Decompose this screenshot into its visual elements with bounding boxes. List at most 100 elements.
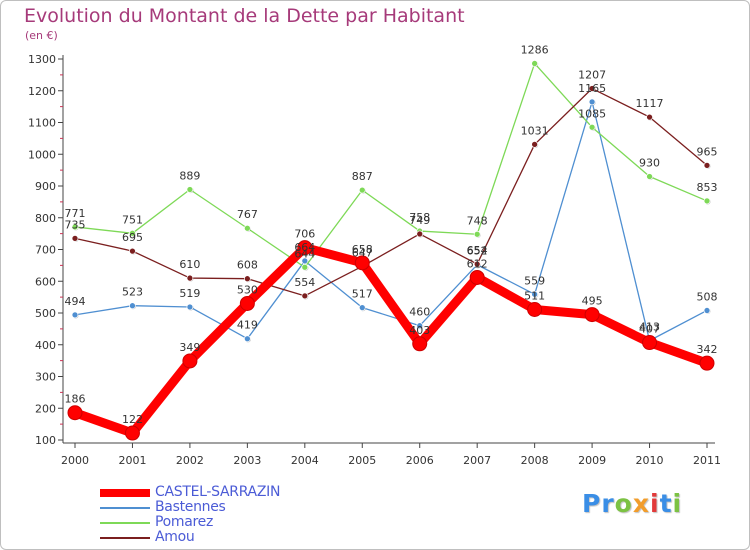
- data-label-bastennes: 419: [237, 319, 258, 332]
- data-point-bastennes: [186, 303, 194, 311]
- x-tick-label: 2001: [118, 454, 146, 467]
- x-tick-label: 2011: [693, 454, 721, 467]
- series-line-castel-sarrazin: [70, 243, 712, 438]
- data-point-castel-sarrazin: [354, 255, 370, 271]
- data-point-bastennes: [71, 311, 79, 319]
- logo-letter: i: [672, 489, 683, 518]
- series-line-pomarez: [74, 62, 708, 268]
- x-tick-label: 2003: [233, 454, 261, 467]
- data-label-amou: 654: [467, 244, 488, 257]
- x-tick-label: 2008: [521, 454, 549, 467]
- data-point-pomarez: [301, 263, 309, 271]
- data-label-amou: 1117: [636, 97, 664, 110]
- x-tick-label: 2007: [463, 454, 491, 467]
- x-tick-label: 2010: [636, 454, 664, 467]
- data-point-amou: [703, 162, 711, 169]
- data-point-castel-sarrazin: [412, 336, 428, 352]
- data-label-bastennes: 523: [122, 286, 143, 299]
- data-label-bastennes: 652: [467, 245, 488, 258]
- legend-swatch: [100, 489, 150, 497]
- y-tick-label: 700: [35, 244, 56, 257]
- logo-letter: i: [650, 489, 660, 518]
- data-label-pomarez: 930: [639, 156, 660, 169]
- data-label-pomarez: 1085: [578, 107, 606, 120]
- logo-letter: x: [632, 489, 650, 518]
- data-point-amou: [71, 235, 79, 242]
- data-point-castel-sarrazin: [642, 335, 658, 351]
- data-label-bastennes: 664: [294, 241, 315, 254]
- data-label-pomarez: 1286: [521, 43, 549, 56]
- data-labels: 494 523 519 419 664 517 460 652 559 1165 413 508 771…: [65, 43, 718, 426]
- data-label-amou: 695: [122, 231, 143, 244]
- data-label-castel-sarrazin: 658: [352, 243, 373, 256]
- data-label-castel-sarrazin: 186: [65, 393, 86, 406]
- y-tick-label: 200: [35, 402, 56, 415]
- data-point-bastennes: [358, 304, 366, 311]
- data-label-pomarez: 751: [122, 213, 143, 226]
- data-label-bastennes: 508: [697, 290, 718, 303]
- data-point-pomarez: [358, 186, 366, 194]
- y-tick-label: 400: [35, 339, 56, 352]
- data-label-pomarez: 767: [237, 208, 258, 221]
- chart-series: [67, 60, 715, 441]
- data-point-pomarez: [71, 223, 79, 231]
- y-tick-label: 300: [35, 371, 56, 384]
- x-tick-label: 2002: [176, 454, 204, 467]
- x-tick-label: 2009: [578, 454, 606, 467]
- data-point-amou: [129, 247, 136, 255]
- data-label-amou: 735: [65, 218, 86, 231]
- data-label-bastennes: 460: [409, 306, 430, 319]
- data-point-bastennes: [703, 307, 711, 314]
- legend-swatch: [100, 537, 150, 539]
- y-tick-label: 500: [35, 307, 56, 320]
- data-point-amou: [473, 260, 481, 268]
- data-label-amou: 647: [352, 246, 373, 259]
- data-label-castel-sarrazin: 530: [237, 283, 258, 296]
- data-label-bastennes: 494: [65, 295, 86, 308]
- x-tick-label: 2006: [406, 454, 434, 467]
- data-label-bastennes: 517: [352, 288, 373, 301]
- legend-swatch: [100, 507, 150, 509]
- series-line-amou: [74, 87, 708, 297]
- y-tick-label: 900: [35, 180, 56, 193]
- data-point-pomarez: [129, 229, 136, 237]
- y-tick-label: 800: [35, 212, 56, 225]
- chart-title: Evolution du Montant de la Dette par Hab…: [24, 5, 465, 27]
- data-label-pomarez: 887: [352, 170, 373, 183]
- data-label-castel-sarrazin: 403: [409, 324, 430, 337]
- data-point-castel-sarrazin: [239, 295, 255, 311]
- x-tick-label: 2005: [348, 454, 376, 467]
- data-point-pomarez: [531, 60, 538, 67]
- data-label-castel-sarrazin: 407: [639, 323, 660, 336]
- data-point-bastennes: [301, 257, 309, 265]
- data-point-amou: [244, 275, 251, 283]
- data-label-amou: 554: [294, 276, 315, 289]
- data-label-pomarez: 748: [467, 214, 488, 227]
- series-line-bastennes: [74, 101, 708, 342]
- data-label-amou: 608: [237, 259, 258, 272]
- data-label-pomarez: 644: [294, 247, 315, 260]
- data-point-bastennes: [129, 302, 136, 310]
- data-label-pomarez: 889: [179, 169, 200, 182]
- data-point-castel-sarrazin: [124, 425, 140, 441]
- logo-letter: t: [659, 489, 673, 518]
- data-point-castel-sarrazin: [469, 269, 485, 285]
- data-point-pomarez: [646, 173, 653, 180]
- data-label-amou: 965: [697, 145, 718, 158]
- data-label-castel-sarrazin: 612: [467, 257, 488, 270]
- data-point-castel-sarrazin: [297, 240, 313, 256]
- y-tick-label: 1100: [28, 117, 56, 130]
- data-label-pomarez: 758: [409, 211, 430, 224]
- data-point-bastennes: [416, 322, 424, 330]
- data-label-amou: 749: [409, 214, 430, 227]
- data-label-castel-sarrazin: 511: [524, 290, 545, 303]
- data-point-bastennes: [588, 98, 596, 106]
- proxiti-logo: Proxiti: [582, 489, 682, 518]
- data-point-amou: [416, 230, 424, 238]
- data-point-amou: [646, 113, 653, 121]
- data-label-castel-sarrazin: 706: [294, 228, 315, 241]
- data-point-castel-sarrazin: [699, 355, 715, 371]
- data-point-amou: [186, 274, 194, 282]
- y-axis-unit-label: (en €): [25, 29, 58, 42]
